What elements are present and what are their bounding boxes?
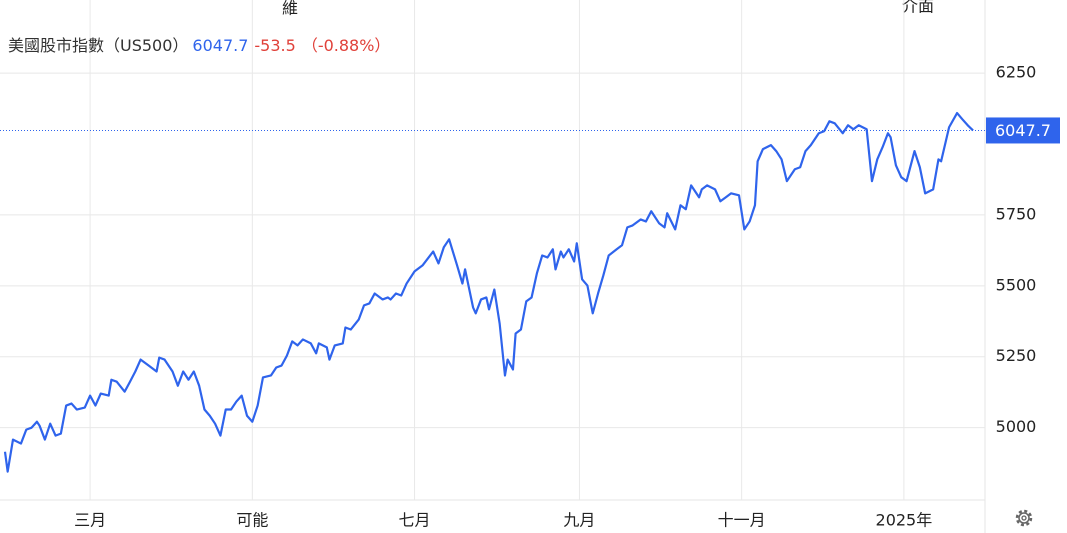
gear-hub xyxy=(1021,515,1027,521)
x-tick-label: 十一月 xyxy=(718,511,766,530)
x-tick-label: 可能 xyxy=(236,511,268,530)
legend-change: -53.5 xyxy=(254,36,295,55)
last-value-box xyxy=(986,117,1060,144)
last-value-label: 6047.7 xyxy=(995,121,1051,140)
y-tick-label: 5500 xyxy=(996,275,1037,294)
x-tick-label: 九月 xyxy=(563,511,595,530)
settings-icon[interactable] xyxy=(1015,509,1033,527)
gear-ring xyxy=(1018,512,1030,524)
y-tick-label: 5000 xyxy=(996,417,1037,436)
legend: 美國股市指數（US500） 6047.7 -53.5 （-0.88%） xyxy=(8,36,390,55)
y-tick-label: 5250 xyxy=(996,346,1037,365)
legend-change-pct: （-0.88%） xyxy=(302,36,391,55)
x-tick-label: 三月 xyxy=(74,511,106,530)
y-tick-label: 6250 xyxy=(996,63,1037,82)
header-fragment: 介面 xyxy=(902,0,934,16)
y-tick-label: 5750 xyxy=(996,204,1037,223)
header-fragment: 維 xyxy=(282,0,298,18)
price-line xyxy=(3,111,974,473)
x-tick-label: 七月 xyxy=(399,511,431,530)
legend-last-value: 6047.7 xyxy=(192,36,248,55)
legend-title: 美國股市指數（US500） xyxy=(8,36,188,55)
x-tick-label: 2025年 xyxy=(876,511,933,530)
gear-teeth xyxy=(1015,509,1033,527)
